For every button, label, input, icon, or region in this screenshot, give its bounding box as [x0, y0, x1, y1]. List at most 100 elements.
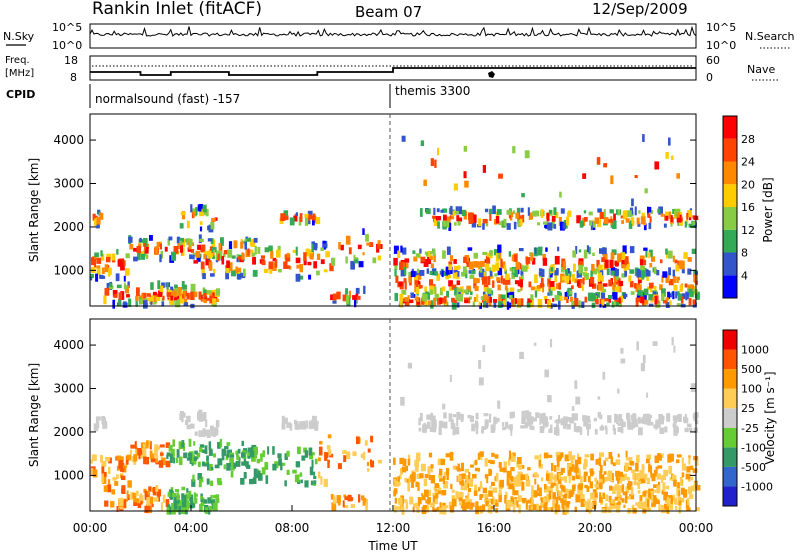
range-cell	[476, 294, 479, 302]
range-cell	[419, 285, 423, 289]
range-cell	[419, 413, 423, 422]
range-cell	[418, 417, 421, 426]
range-cell	[191, 242, 195, 246]
colorbar-tick: 100	[741, 383, 762, 396]
range-cell	[536, 484, 540, 492]
range-cell	[643, 291, 647, 301]
range-cell	[636, 217, 640, 225]
range-cell	[482, 276, 487, 285]
range-cell	[192, 252, 196, 257]
range-cell	[640, 265, 645, 271]
range-cell	[143, 238, 148, 247]
range-cell	[654, 285, 657, 294]
range-cell	[101, 253, 105, 261]
range-cell	[652, 341, 658, 346]
range-cell	[541, 416, 546, 424]
range-cell	[181, 493, 185, 501]
y-tick-label: 1000	[53, 468, 84, 482]
range-cell	[628, 275, 632, 282]
range-cell	[644, 500, 649, 510]
range-cell	[583, 210, 587, 214]
range-cell	[330, 494, 334, 500]
range-cell	[683, 490, 687, 498]
range-cell	[159, 254, 162, 263]
range-cell	[615, 504, 621, 513]
range-cell	[180, 411, 184, 418]
range-cell	[684, 413, 687, 418]
range-cell	[489, 413, 492, 423]
range-cell	[282, 462, 286, 466]
range-cell	[675, 264, 680, 272]
range-cell	[688, 455, 691, 459]
range-cell	[470, 502, 475, 507]
range-cell	[495, 507, 498, 513]
range-cell	[448, 261, 453, 265]
range-cell	[615, 301, 619, 307]
range-cell	[638, 210, 641, 214]
range-cell	[681, 463, 686, 471]
range-cell	[668, 250, 673, 259]
range-cell	[487, 276, 491, 285]
range-cell	[602, 492, 605, 499]
range-cell	[284, 417, 288, 422]
range-cell	[229, 454, 235, 458]
range-cell	[577, 490, 583, 495]
range-cell	[283, 261, 288, 269]
range-cell	[518, 504, 521, 514]
range-cell	[356, 295, 361, 300]
range-cell	[609, 259, 614, 268]
range-cell	[482, 345, 486, 352]
range-cell	[673, 418, 677, 424]
range-cell	[589, 220, 593, 226]
range-cell	[421, 506, 427, 515]
range-cell	[517, 457, 522, 465]
range-cell	[246, 464, 251, 469]
range-cell	[394, 269, 397, 277]
range-cell	[594, 217, 599, 224]
range-cell	[170, 286, 174, 292]
range-cell	[621, 273, 626, 278]
range-cell	[453, 299, 457, 303]
range-cell	[311, 459, 314, 469]
range-cell	[96, 257, 102, 264]
range-cell	[181, 416, 184, 423]
range-cell	[486, 288, 492, 295]
colorbar-tick: 4	[741, 269, 748, 282]
range-cell	[354, 298, 357, 308]
range-cell	[416, 504, 420, 513]
range-cell	[333, 496, 336, 505]
range-cell	[300, 422, 306, 428]
range-cell	[193, 211, 196, 218]
range-cell	[236, 455, 240, 461]
range-cell	[665, 152, 669, 159]
range-cell	[491, 452, 495, 457]
range-cell	[452, 465, 457, 470]
range-cell	[433, 487, 437, 491]
range-cell	[419, 208, 423, 217]
range-cell	[515, 212, 520, 219]
range-cell	[608, 452, 613, 459]
range-cell	[497, 400, 501, 409]
range-cell	[596, 259, 600, 268]
range-cell	[305, 420, 308, 429]
range-cell	[503, 467, 507, 473]
range-cell	[156, 241, 161, 248]
range-cell	[196, 256, 201, 262]
range-cell	[566, 299, 569, 304]
range-cell	[603, 217, 609, 224]
range-cell	[454, 210, 460, 215]
range-cell	[473, 277, 477, 284]
range-cell	[283, 215, 289, 221]
range-cell	[526, 418, 530, 427]
range-cell	[501, 303, 504, 308]
range-cell	[547, 476, 553, 484]
range-cell	[449, 266, 453, 274]
range-cell	[624, 210, 628, 218]
range-cell	[525, 479, 531, 487]
range-cell	[175, 300, 180, 307]
range-cell	[177, 241, 180, 249]
range-cell	[318, 457, 321, 462]
range-cell	[498, 294, 503, 303]
range-cell	[695, 280, 698, 285]
